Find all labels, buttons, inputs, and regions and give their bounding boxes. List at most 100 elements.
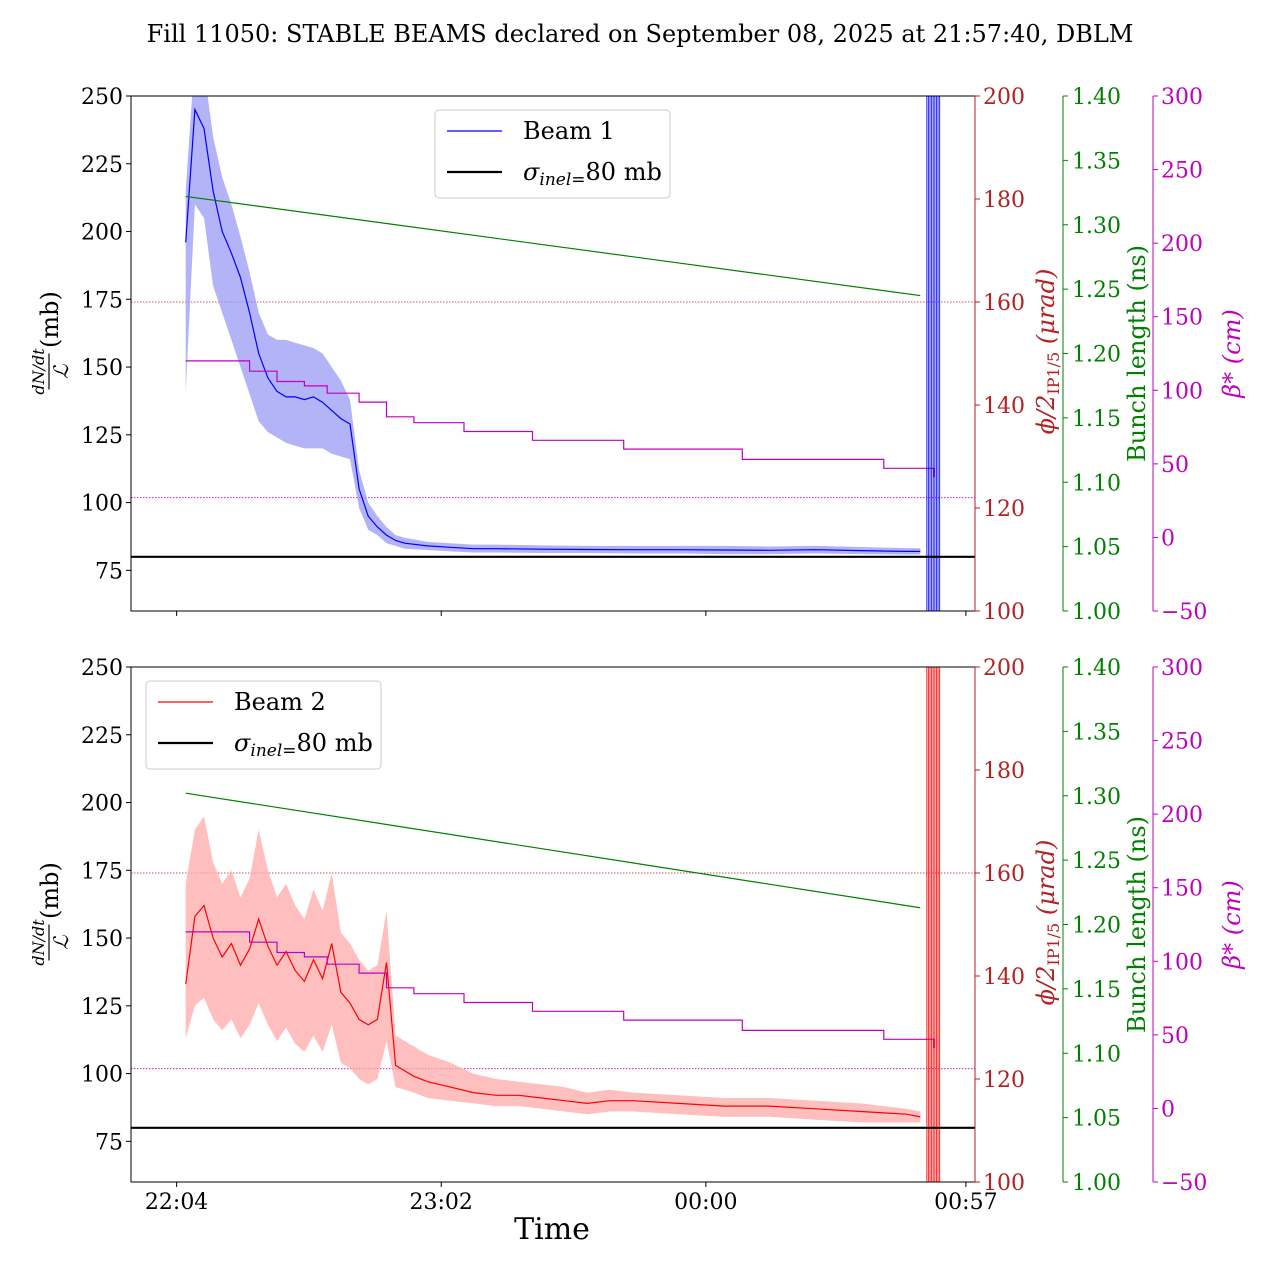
bunch-tick-label: 1.15: [1072, 407, 1121, 432]
bunch-tick-label: 1.00: [1072, 1171, 1121, 1196]
bunch-length-line: [185, 792, 921, 909]
crossing-tick-label: 160: [983, 291, 1025, 316]
bunch-tick-label: 1.05: [1072, 536, 1121, 561]
beta-tick-label: 100: [1161, 950, 1203, 975]
left-axis-label: dN/dt ℒ (mb): [29, 862, 73, 966]
crossing-tick-label: 140: [983, 394, 1025, 419]
left-tick-label: 100: [81, 492, 123, 517]
bunch-tick-label: 1.00: [1072, 600, 1121, 625]
ylabel-unit: (mb): [36, 862, 64, 919]
plot-area: [131, 96, 975, 611]
left-tick-label: 225: [81, 724, 123, 749]
left-tick-label: 225: [81, 153, 123, 178]
beta-tick-label: 100: [1161, 379, 1203, 404]
bunch-tick-label: 1.30: [1072, 785, 1121, 810]
beta-star-line: [185, 360, 935, 478]
left-tick-label: 125: [81, 424, 123, 449]
bunch-tick-label: 1.20: [1072, 343, 1121, 368]
beta-tick-label: 300: [1161, 85, 1203, 110]
crossing-tick-label: 200: [983, 85, 1025, 110]
beam-series-line: [185, 904, 921, 1118]
beta-axis-label: β* (cm): [1218, 309, 1246, 398]
crossing-tick-label: 160: [983, 862, 1025, 887]
x-axis-label: Time: [514, 1212, 590, 1247]
crossing-tick-label: 100: [983, 600, 1025, 625]
bunch-tick-label: 1.25: [1072, 849, 1121, 874]
beta-tick-label: 0: [1161, 526, 1175, 551]
uncertainty-band: [185, 816, 921, 1123]
crossing-tick-label: 180: [983, 188, 1025, 213]
legend-beam-label: Beam 1: [523, 117, 615, 145]
bunch-tick-label: 1.10: [1072, 471, 1121, 496]
left-tick-label: 175: [81, 859, 123, 884]
bunch-tick-label: 1.40: [1072, 656, 1121, 681]
beta-tick-label: 200: [1161, 232, 1203, 257]
beta-tick-label: 150: [1161, 877, 1203, 902]
bunch-tick-label: 1.40: [1072, 85, 1121, 110]
beta-star-line: [185, 931, 935, 1049]
left-tick-label: 125: [81, 995, 123, 1020]
legend: Beam 1 σinel=80 mb: [434, 109, 671, 199]
crossing-tick-label: 100: [983, 1171, 1025, 1196]
ylabel-unit: (mb): [36, 291, 64, 348]
bunch-tick-label: 1.35: [1072, 149, 1121, 174]
crossing-tick-label: 140: [983, 965, 1025, 990]
x-tick-label: 00:57: [934, 1190, 997, 1215]
panel-beam1: 250 225 200 175 150 125 100 75 200 180 160 140 120 10…: [29, 85, 1246, 625]
legend-beam-label: Beam 2: [234, 688, 326, 716]
left-tick-label: 150: [81, 927, 123, 952]
bunch-tick-label: 1.05: [1072, 1107, 1121, 1132]
x-tick-label: 23:02: [410, 1190, 473, 1215]
beta-axis-label: β* (cm): [1218, 880, 1246, 969]
bunch-tick-label: 1.35: [1072, 720, 1121, 745]
ylabel-denominator: ℒ: [49, 935, 73, 950]
left-tick-label: 100: [81, 1063, 123, 1088]
left-tick-label: 250: [81, 656, 123, 681]
bunch-tick-label: 1.20: [1072, 914, 1121, 939]
left-tick-label: 175: [81, 288, 123, 313]
ylabel-denominator: ℒ: [49, 364, 73, 379]
panel-beam2: 250 225 200 175 150 125 100 75 200 180 160 140 120 10…: [29, 656, 1246, 1215]
left-tick-label: 250: [81, 85, 123, 110]
beta-tick-label: 300: [1161, 656, 1203, 681]
beam-series-line: [185, 107, 921, 553]
crossing-axis-label: ϕ/2IP1/5 (μrad): [1032, 269, 1063, 435]
legend: Beam 2 σinel=80 mb: [145, 680, 382, 770]
beta-tick-label: 50: [1161, 1024, 1189, 1049]
bunch-tick-label: 1.30: [1072, 214, 1121, 239]
beta-tick-label: 150: [1161, 306, 1203, 331]
beta-tick-label: 250: [1161, 730, 1203, 755]
beta-tick-label: 0: [1161, 1097, 1175, 1122]
bunch-length-line: [185, 195, 921, 297]
crossing-tick-label: 120: [983, 1068, 1025, 1093]
bunch-tick-label: 1.10: [1072, 1042, 1121, 1067]
x-tick-label: 22:04: [145, 1190, 208, 1215]
beta-tick-label: −50: [1161, 1171, 1207, 1196]
left-tick-label: 75: [95, 559, 123, 584]
chart-title: Fill 11050: STABLE BEAMS declared on Sep…: [146, 20, 1134, 48]
bunch-tick-label: 1.25: [1072, 278, 1121, 303]
crossing-tick-label: 200: [983, 656, 1025, 681]
plot-area: [131, 667, 975, 1182]
ylabel-numerator: dN/dt: [29, 919, 48, 966]
beta-tick-label: 50: [1161, 453, 1189, 478]
legend-box: [145, 680, 382, 770]
crossing-tick-label: 180: [983, 759, 1025, 784]
beta-tick-label: 250: [1161, 159, 1203, 184]
bunch-axis-label: Bunch length (ns): [1123, 816, 1151, 1033]
ylabel-numerator: dN/dt: [29, 348, 48, 395]
legend-box: [434, 109, 671, 199]
bunch-tick-label: 1.15: [1072, 978, 1121, 1003]
beta-tick-label: 200: [1161, 803, 1203, 828]
left-tick-label: 75: [95, 1130, 123, 1155]
legend-sigma-label: σinel=80 mb: [523, 158, 662, 190]
left-tick-label: 150: [81, 356, 123, 381]
crossing-tick-label: 120: [983, 497, 1025, 522]
beta-tick-label: −50: [1161, 600, 1207, 625]
crossing-axis-label: ϕ/2IP1/5 (μrad): [1032, 840, 1063, 1006]
left-tick-label: 200: [81, 792, 123, 817]
left-tick-label: 200: [81, 221, 123, 246]
legend-sigma-label: σinel=80 mb: [234, 729, 373, 761]
